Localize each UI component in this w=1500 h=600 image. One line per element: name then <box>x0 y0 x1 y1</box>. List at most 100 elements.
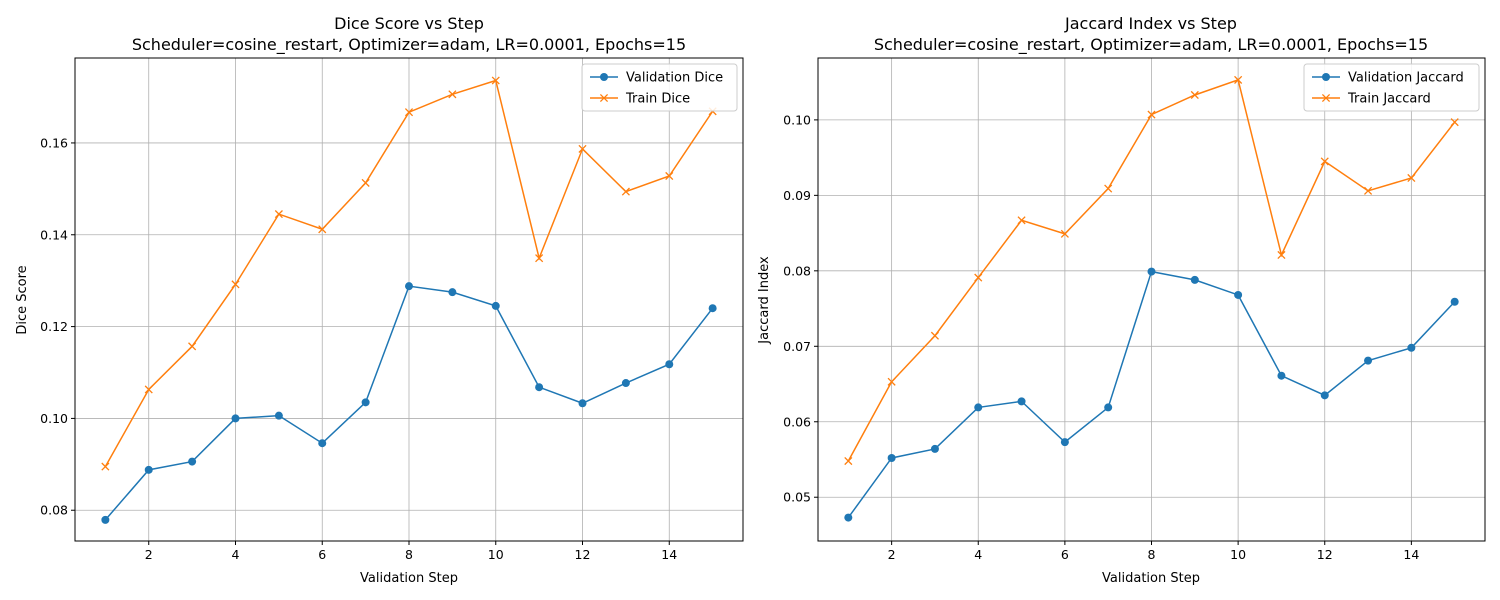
jaccard-x-axis-label: Validation Step <box>1102 571 1200 586</box>
validation-jaccard-point <box>1017 397 1026 406</box>
train-dice-point <box>144 385 153 394</box>
validation-dice-point <box>144 465 153 474</box>
train-dice-point <box>491 76 500 85</box>
jaccard-y-tick-label: 0.10 <box>783 112 811 127</box>
train-jaccard-point <box>1234 75 1243 84</box>
dice-y-tick-label: 0.10 <box>40 411 68 426</box>
train-jaccard-point <box>1060 229 1069 238</box>
validation-dice-point <box>318 439 327 448</box>
dice-y-axis-label: Dice Score <box>15 265 30 334</box>
dice-x-tick-label: 10 <box>488 547 504 562</box>
dice-x-tick-label: 4 <box>232 547 240 562</box>
dice-y-tick-label: 0.12 <box>40 319 68 334</box>
validation-dice-point <box>274 411 283 420</box>
jaccard-y-tick-label: 0.05 <box>783 490 811 505</box>
validation-dice-point <box>101 515 110 524</box>
dice-legend-box <box>581 63 738 112</box>
train-dice-legend-label: Train Dice <box>625 92 690 107</box>
validation-dice-point <box>535 383 544 392</box>
jaccard-y-tick-label: 0.09 <box>783 188 811 203</box>
dice-x-axis-label: Validation Step <box>360 571 458 586</box>
validation-dice-point <box>708 304 717 313</box>
jaccard-y-tick-label: 0.07 <box>783 339 811 354</box>
dice-y-tick-label: 0.16 <box>40 135 68 150</box>
dice-plot-area: 2 4 6 8 10 12 14 0.08 0.10 0.12 0.14 0.16 Validation… <box>40 57 744 562</box>
dice-chart-subtitle: Scheduler=cosine_restart, Optimizer=adam… <box>132 35 686 55</box>
validation-jaccard-point <box>974 403 983 412</box>
validation-jaccard-legend-label: Validation Jaccard <box>1348 71 1464 86</box>
train-dice-point <box>101 462 110 471</box>
train-dice-point <box>621 187 630 196</box>
validation-jaccard-point <box>1104 403 1113 412</box>
train-dice-point <box>535 254 544 263</box>
validation-jaccard-point <box>844 513 853 522</box>
train-jaccard-point <box>1364 186 1373 195</box>
validation-jaccard-point <box>1320 391 1329 400</box>
jaccard-x-tick-label: 2 <box>888 547 896 562</box>
validation-jaccard-point <box>930 444 939 453</box>
validation-jaccard-point <box>1060 438 1069 447</box>
validation-dice-point <box>361 398 370 407</box>
train-jaccard-point <box>1104 184 1113 193</box>
validation-dice-point <box>405 282 413 291</box>
validation-jaccard-point <box>1234 290 1243 299</box>
validation-jaccard-point <box>887 453 896 462</box>
validation-jaccard-point <box>1364 356 1373 365</box>
validation-jaccard-legend-marker <box>1322 73 1330 81</box>
jaccard-x-tick-label: 12 <box>1317 547 1333 562</box>
validation-dice-point <box>621 379 630 388</box>
validation-dice-point <box>188 457 197 466</box>
train-jaccard-point <box>1450 118 1459 127</box>
train-dice-point <box>404 108 414 117</box>
jaccard-chart-title: Jaccard Index vs Step <box>1064 14 1237 33</box>
jaccard-x-tick-label: 4 <box>974 547 982 562</box>
dice-legend: Validation Dice Train Dice <box>581 63 738 112</box>
train-jaccard-point <box>1147 110 1156 119</box>
train-dice-point <box>318 225 327 234</box>
validation-dice-point <box>578 399 587 408</box>
validation-dice-point <box>231 414 240 423</box>
train-jaccard-point <box>887 377 896 386</box>
dice-x-tick-label: 2 <box>145 547 153 562</box>
train-jaccard-point <box>1017 216 1026 225</box>
jaccard-x-tick-label: 6 <box>1061 547 1069 562</box>
jaccard-axes-frame <box>817 57 1486 542</box>
jaccard-y-axis-label: Jaccard Index <box>757 256 772 345</box>
jaccard-x-tick-label: 10 <box>1230 547 1246 562</box>
validation-dice-point <box>491 301 500 310</box>
train-jaccard-legend-label: Train Jaccard <box>1347 92 1431 107</box>
train-jaccard-point <box>1190 90 1199 100</box>
validation-dice-legend-label: Validation Dice <box>626 71 723 86</box>
train-jaccard-point <box>844 456 853 466</box>
train-dice-point <box>578 144 587 153</box>
dice-x-tick-label: 14 <box>661 547 677 562</box>
validation-jaccard-point <box>1450 297 1459 306</box>
validation-dice-legend-marker <box>600 73 608 81</box>
validation-jaccard-point <box>1190 275 1199 284</box>
dice-y-tick-label: 0.08 <box>40 503 68 518</box>
dice-axes-frame <box>74 57 744 542</box>
train-jaccard-point <box>930 331 940 340</box>
dice-y-tick-label: 0.14 <box>40 227 68 242</box>
train-jaccard-point <box>974 273 983 282</box>
train-jaccard-point <box>1407 173 1416 183</box>
train-dice-point <box>231 280 240 289</box>
train-dice-point <box>274 210 283 219</box>
jaccard-legend-box <box>1303 63 1480 112</box>
train-dice-point <box>188 342 197 351</box>
validation-jaccard-point <box>1407 343 1416 352</box>
jaccard-chart-subtitle: Scheduler=cosine_restart, Optimizer=adam… <box>874 35 1428 55</box>
validation-dice-point <box>448 288 457 297</box>
jaccard-legend: Validation Jaccard Train Jaccard <box>1303 63 1480 112</box>
dice-x-tick-label: 6 <box>318 547 326 562</box>
train-dice-point <box>448 90 457 99</box>
train-dice-point <box>361 178 370 187</box>
dice-x-tick-label: 12 <box>575 547 591 562</box>
dice-chart: Dice Score vs Step Scheduler=cosine_rest… <box>15 14 744 586</box>
validation-jaccard-point <box>1147 267 1156 276</box>
validation-dice-point <box>665 360 674 369</box>
jaccard-chart: Jaccard Index vs Step Scheduler=cosine_r… <box>757 14 1486 586</box>
validation-jaccard-point <box>1277 371 1286 380</box>
